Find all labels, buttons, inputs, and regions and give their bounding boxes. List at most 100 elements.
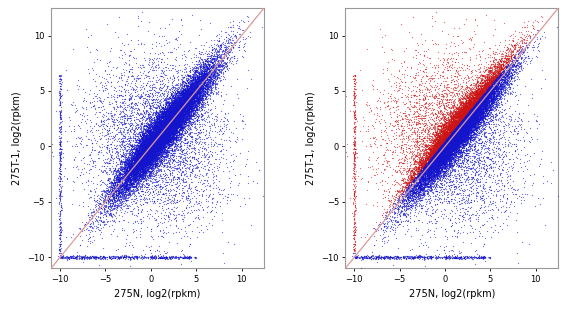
Point bbox=[470, 109, 479, 114]
Point bbox=[497, 61, 506, 66]
Point bbox=[452, 127, 461, 132]
Point bbox=[103, 199, 112, 204]
Point bbox=[446, 134, 455, 139]
Point bbox=[143, 147, 152, 152]
Point bbox=[494, 167, 503, 172]
Point bbox=[154, 134, 163, 139]
Point bbox=[450, 173, 459, 178]
Point bbox=[401, 179, 411, 184]
Point bbox=[117, 100, 126, 105]
Point bbox=[203, 152, 212, 157]
Point bbox=[207, 76, 216, 81]
Point bbox=[509, 129, 518, 134]
Point bbox=[461, 106, 470, 111]
Point bbox=[115, 187, 124, 192]
Point bbox=[464, 120, 473, 125]
Point bbox=[172, 108, 181, 113]
Point bbox=[149, 153, 158, 158]
Point bbox=[153, 142, 162, 147]
Point bbox=[155, 92, 164, 97]
Point bbox=[163, 113, 172, 118]
Point bbox=[397, 209, 407, 214]
Point bbox=[471, 94, 480, 99]
Point bbox=[164, 123, 174, 128]
Point bbox=[172, 103, 181, 108]
Point bbox=[180, 96, 189, 101]
Point bbox=[145, 147, 154, 152]
Point bbox=[198, 65, 208, 70]
Point bbox=[393, 197, 403, 202]
Point bbox=[417, 162, 426, 167]
Point bbox=[468, 121, 477, 126]
Point bbox=[399, 179, 408, 184]
Point bbox=[442, 133, 451, 138]
Point bbox=[485, 91, 494, 96]
Point bbox=[466, 137, 475, 142]
Point bbox=[434, 175, 443, 180]
Point bbox=[429, 160, 438, 165]
Point bbox=[92, 71, 101, 76]
Point bbox=[468, 121, 477, 126]
Point bbox=[395, 127, 404, 132]
Point bbox=[150, 144, 159, 149]
Point bbox=[500, 66, 509, 71]
Point bbox=[151, 148, 160, 153]
Point bbox=[231, 35, 240, 40]
Point bbox=[470, 117, 479, 122]
Point bbox=[160, 128, 170, 133]
Point bbox=[435, 161, 444, 166]
Point bbox=[177, 117, 186, 122]
Point bbox=[137, 181, 146, 186]
Point bbox=[480, 96, 489, 101]
Point bbox=[472, 109, 481, 114]
Point bbox=[167, 109, 176, 114]
Point bbox=[132, 149, 141, 154]
Point bbox=[142, 145, 151, 150]
Point bbox=[198, 66, 208, 71]
Point bbox=[480, 95, 489, 100]
Point bbox=[154, 132, 163, 137]
Point bbox=[137, 177, 146, 182]
Point bbox=[150, 143, 159, 148]
Point bbox=[462, 110, 471, 115]
Point bbox=[438, 143, 447, 148]
Point bbox=[452, 134, 462, 139]
Point bbox=[181, 96, 190, 101]
Point bbox=[160, 114, 169, 119]
Point bbox=[434, 156, 443, 161]
Point bbox=[212, 74, 221, 79]
Point bbox=[506, 66, 515, 71]
Point bbox=[156, 133, 166, 138]
Point bbox=[380, 120, 390, 125]
Point bbox=[163, 112, 172, 117]
Point bbox=[492, 87, 501, 92]
Point bbox=[470, 104, 479, 109]
Point bbox=[100, 210, 109, 215]
Point bbox=[108, 183, 117, 188]
Point bbox=[227, 54, 236, 59]
Point bbox=[441, 144, 450, 149]
Point bbox=[166, 104, 175, 109]
Point bbox=[350, 90, 359, 95]
Point bbox=[418, 174, 428, 179]
Point bbox=[90, 147, 99, 152]
Point bbox=[179, 95, 188, 100]
Point bbox=[194, 151, 204, 156]
Point bbox=[443, 130, 452, 135]
Point bbox=[146, 96, 155, 101]
Point bbox=[175, 176, 184, 181]
Point bbox=[473, 99, 483, 104]
Point bbox=[213, 189, 222, 194]
Point bbox=[187, 90, 196, 95]
Point bbox=[465, 106, 474, 111]
Point bbox=[484, 78, 493, 83]
Point bbox=[159, 139, 168, 144]
Point bbox=[154, 128, 163, 133]
Point bbox=[455, 107, 464, 112]
Point bbox=[166, 119, 175, 124]
Point bbox=[501, 71, 510, 76]
Point bbox=[409, 100, 418, 105]
Point bbox=[79, 222, 88, 227]
Point bbox=[417, 209, 426, 214]
Point bbox=[456, 109, 466, 114]
